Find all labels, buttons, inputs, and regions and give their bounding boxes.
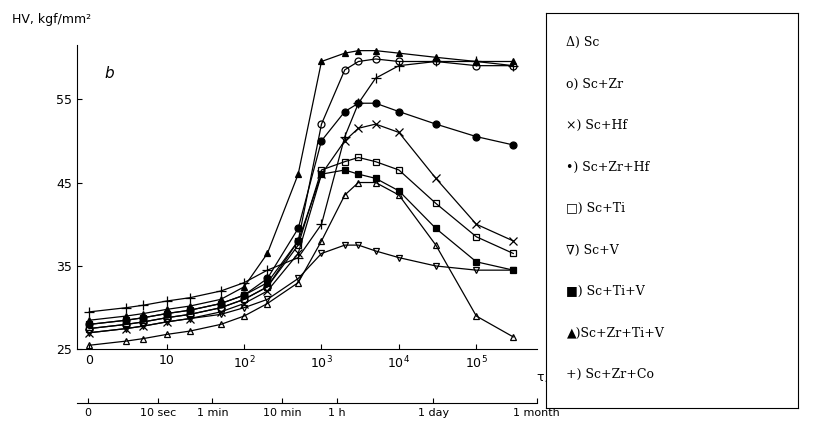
Text: Δ) Sc: Δ) Sc (567, 36, 600, 49)
Text: ∇) Sc+V: ∇) Sc+V (567, 243, 620, 257)
Text: •) Sc+Zr+Hf: •) Sc+Zr+Hf (567, 160, 650, 173)
Text: ■) Sc+Ti+V: ■) Sc+Ti+V (567, 285, 646, 298)
Text: ×) Sc+Hf: ×) Sc+Hf (567, 119, 628, 132)
Text: +) Sc+Zr+Co: +) Sc+Zr+Co (567, 368, 654, 381)
Text: HV, kgf/mm²: HV, kgf/mm² (12, 13, 91, 26)
Text: □) Sc+Ti: □) Sc+Ti (567, 202, 626, 215)
Text: o) Sc+Zr: o) Sc+Zr (567, 78, 624, 90)
Text: ▲)Sc+Zr+Ti+V: ▲)Sc+Zr+Ti+V (567, 327, 664, 340)
Text: b: b (105, 66, 115, 81)
Text: τ, sec: τ, sec (537, 371, 573, 384)
